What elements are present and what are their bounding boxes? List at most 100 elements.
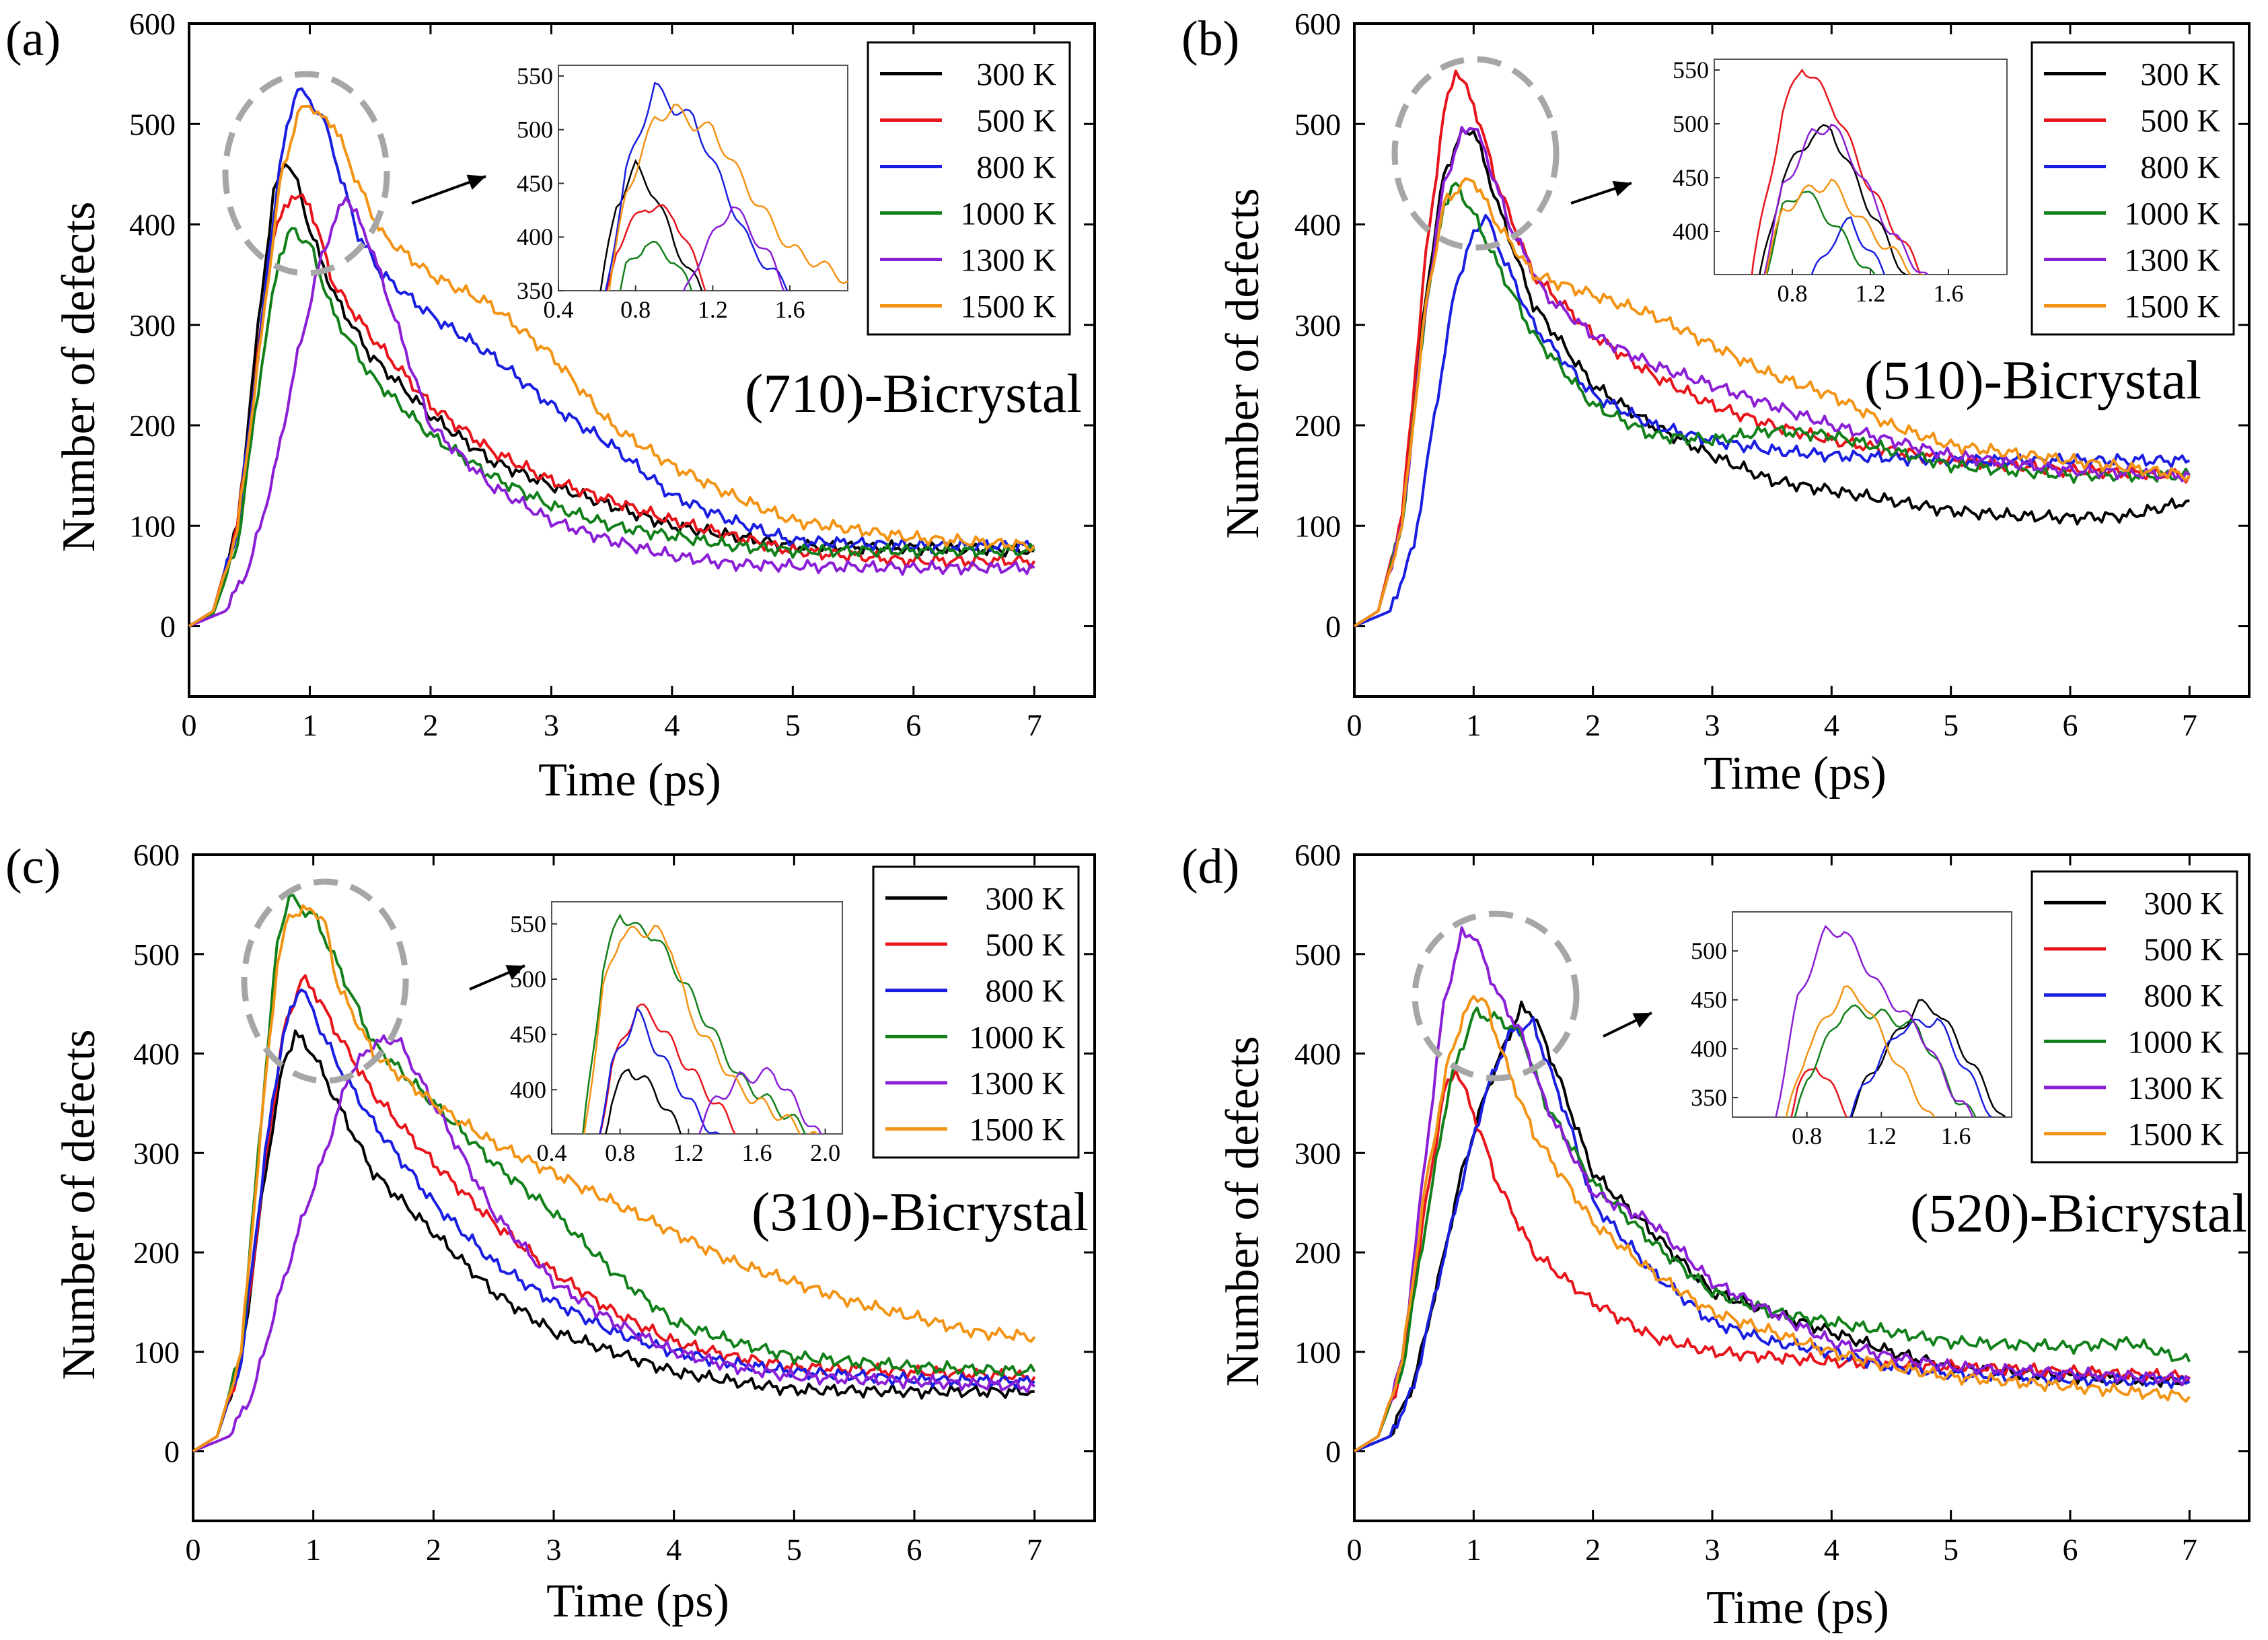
y-tick-label: 400 (1294, 208, 1341, 242)
y-tick-label: 500 (133, 937, 180, 972)
inset-series-500k (599, 1003, 747, 1134)
inset-y-tick-label: 500 (517, 116, 553, 143)
legend-label: 1000 K (2124, 197, 2220, 232)
panel-d: (d) 0 1 2 3 4 5 6 7 0 100 200 300 400 500 600 0.8 1.2 1.6… (1181, 838, 2251, 1634)
inset-x-tick-label: 1.6 (1934, 280, 1964, 307)
y-tick-label: 300 (133, 1136, 180, 1170)
x-tick-label: 1 (1466, 708, 1481, 742)
inset-series-800k (599, 1006, 721, 1134)
legend-label: 500 K (2140, 104, 2220, 139)
inset-y-tick-label: 400 (1673, 218, 1709, 245)
x-tick-label: 7 (1027, 708, 1042, 742)
panel-a-ylabel: Number of defects (53, 202, 105, 552)
inset-y-tick-label: 450 (1691, 987, 1727, 1013)
inset-x-tick-label: 0.8 (1792, 1122, 1822, 1149)
y-tick-label: 500 (1294, 937, 1341, 972)
inset-series-1300k (1775, 925, 1974, 1117)
legend-label: 1300 K (2127, 1071, 2224, 1106)
x-tick-label: 7 (2182, 708, 2197, 742)
x-tick-label: 5 (787, 1532, 802, 1567)
legend-label: 500 K (2144, 932, 2224, 968)
inset-x-tick-label: 2.0 (810, 1139, 840, 1166)
x-tick-label: 3 (1705, 1532, 1720, 1567)
inset-x-tick-label: 0.8 (1778, 280, 1808, 307)
inset-y-tick-label: 450 (1673, 164, 1709, 191)
y-tick-label: 0 (1325, 1435, 1341, 1469)
series-line-1500k (192, 904, 1036, 1453)
panel-a-xlabel: Time (ps) (538, 754, 721, 806)
panel-d-ylabel: Number of defects (1217, 1036, 1269, 1387)
axes-frame (188, 22, 1096, 698)
panel-c-title: (310)-Bicrystal (752, 1181, 1089, 1242)
panel-b: (b) 0 1 2 3 4 5 6 7 0 100 200 300 400 500 600 0.8 1.2 1.6… (1181, 7, 2251, 799)
x-tick-label: 6 (906, 708, 921, 742)
x-tick-label: 6 (907, 1532, 922, 1567)
panel-b-xlabel: Time (ps) (1704, 748, 1887, 799)
x-tick-label: 1 (305, 1532, 321, 1567)
inset-y-tick-label: 500 (1673, 110, 1709, 137)
legend: 300 K 500 K 800 K 1000 K 1300 K 1500 K (2031, 870, 2238, 1164)
panel-d-xlabel: Time (ps) (1706, 1582, 1889, 1634)
panel-c-plot: 0 1 2 3 4 5 6 7 0 100 200 300 400 500 600 0.4 0.8 1.2 1.6 2… (133, 838, 1096, 1567)
inset-frame (551, 901, 843, 1135)
inset-y-tick-label: 400 (1691, 1035, 1727, 1062)
series-line-300k (188, 163, 1035, 628)
legend-label: 300 K (2144, 886, 2224, 921)
legend-label: 500 K (985, 927, 1065, 963)
legend-label: 1300 K (960, 243, 1056, 279)
legend-label: 1500 K (2124, 289, 2220, 325)
panel-c-ylabel: Number of defects (53, 1030, 105, 1380)
inset-series-1500k (1765, 178, 1926, 275)
legend-label: 1300 K (2124, 243, 2220, 279)
inset-plot: 0.8 1.2 1.6 350 400 450 500 (1691, 911, 2012, 1149)
inset-plot: 0.4 0.8 1.2 1.6 350 400 450 500 550 (517, 63, 848, 323)
inset-y-tick-label: 400 (510, 1076, 546, 1103)
y-tick-label: 600 (133, 838, 180, 872)
inset-x-tick-label: 1.6 (1941, 1122, 1971, 1149)
legend-label: 1000 K (2127, 1024, 2224, 1060)
inset-x-tick-label: 1.2 (1856, 280, 1886, 307)
x-tick-label: 3 (546, 1532, 562, 1567)
inset-x-tick-label: 0.8 (620, 296, 651, 323)
x-tick-label: 0 (1347, 1532, 1362, 1567)
panel-c-xlabel: Time (ps) (546, 1575, 729, 1627)
legend-frame (2031, 41, 2235, 336)
x-tick-label: 0 (186, 1532, 201, 1567)
inset-plot: 0.8 1.2 1.6 400 450 500 550 (1673, 57, 2008, 307)
arrow-head-icon (1632, 1013, 1652, 1028)
highlight-circle (1391, 56, 1560, 251)
panel-d-label: (d) (1181, 839, 1239, 894)
series-line-1000k (188, 227, 1036, 628)
inset-series-800k (1850, 1018, 1993, 1117)
panel-b-title: (510)-Bicrystal (1864, 349, 2201, 411)
y-tick-label: 300 (1294, 308, 1341, 343)
x-tick-label: 4 (664, 708, 680, 742)
x-tick-label: 0 (182, 708, 197, 742)
inset-series-1000k (1765, 190, 1876, 275)
legend: 300 K 500 K 800 K 1000 K 1300 K 1500 K (872, 865, 1080, 1159)
arrow-head-icon (505, 965, 525, 981)
x-tick-label: 2 (1585, 708, 1601, 742)
x-tick-label: 4 (1824, 708, 1839, 742)
series-line-1500k (188, 105, 1035, 628)
inset-x-tick-label: 0.4 (537, 1139, 567, 1166)
highlight-circle (1412, 911, 1580, 1081)
x-tick-label: 5 (1943, 1532, 1959, 1567)
inset-y-tick-label: 350 (1691, 1084, 1727, 1111)
series-line-1300k (192, 1034, 1036, 1453)
y-tick-label: 500 (1294, 107, 1341, 141)
legend-label: 500 K (976, 104, 1056, 139)
x-tick-label: 4 (666, 1532, 682, 1567)
legend-frame (867, 41, 1071, 336)
x-tick-label: 4 (1824, 1532, 1839, 1567)
y-tick-label: 200 (133, 1236, 180, 1270)
y-tick-label: 200 (129, 408, 176, 443)
x-tick-label: 3 (544, 708, 559, 742)
legend-label: 1500 K (969, 1112, 1065, 1148)
series-line-300k (192, 1029, 1035, 1453)
inset-x-tick-label: 1.2 (1866, 1122, 1897, 1149)
panel-a-title: (710)-Bicrystal (745, 363, 1082, 424)
inset-series-1500k (1785, 985, 1936, 1117)
inset-series-1500k (608, 104, 848, 291)
inset-series-300k (1759, 124, 1907, 275)
